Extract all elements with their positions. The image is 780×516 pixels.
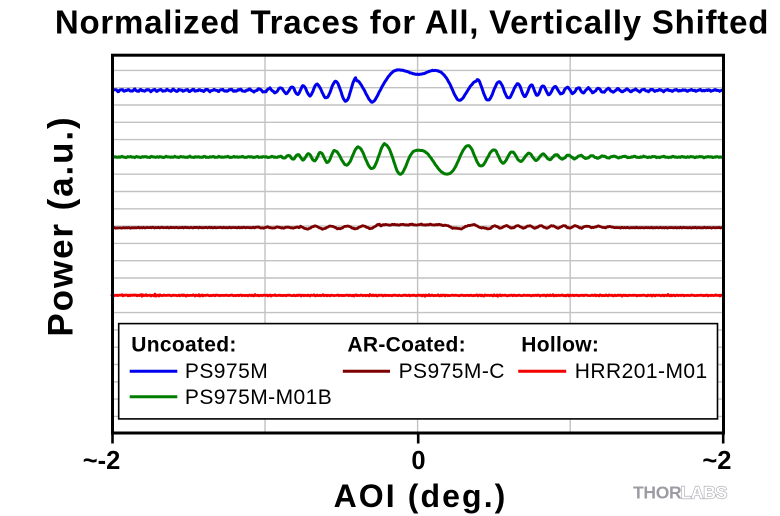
svg-text:AOI (deg.): AOI (deg.)	[334, 478, 508, 514]
svg-text:Hollow:: Hollow:	[521, 334, 599, 357]
svg-text:~2: ~2	[702, 447, 731, 475]
svg-text:AR-Coated:: AR-Coated:	[347, 334, 466, 357]
svg-text:THOR: THOR	[633, 483, 682, 503]
svg-text:~-2: ~-2	[83, 447, 121, 475]
svg-text:LABS: LABS	[681, 483, 727, 503]
svg-text:HRR201-M01: HRR201-M01	[575, 360, 708, 383]
svg-text:Normalized Traces for All, Ver: Normalized Traces for All, Vertically Sh…	[55, 4, 769, 41]
svg-text:PS975M-M01B: PS975M-M01B	[185, 386, 332, 409]
svg-text:0: 0	[411, 447, 425, 475]
svg-text:PS975M-C: PS975M-C	[399, 360, 505, 383]
svg-text:Uncoated:: Uncoated:	[131, 334, 236, 357]
svg-text:Power (a.u.): Power (a.u.)	[42, 115, 81, 336]
svg-text:PS975M: PS975M	[185, 360, 268, 383]
